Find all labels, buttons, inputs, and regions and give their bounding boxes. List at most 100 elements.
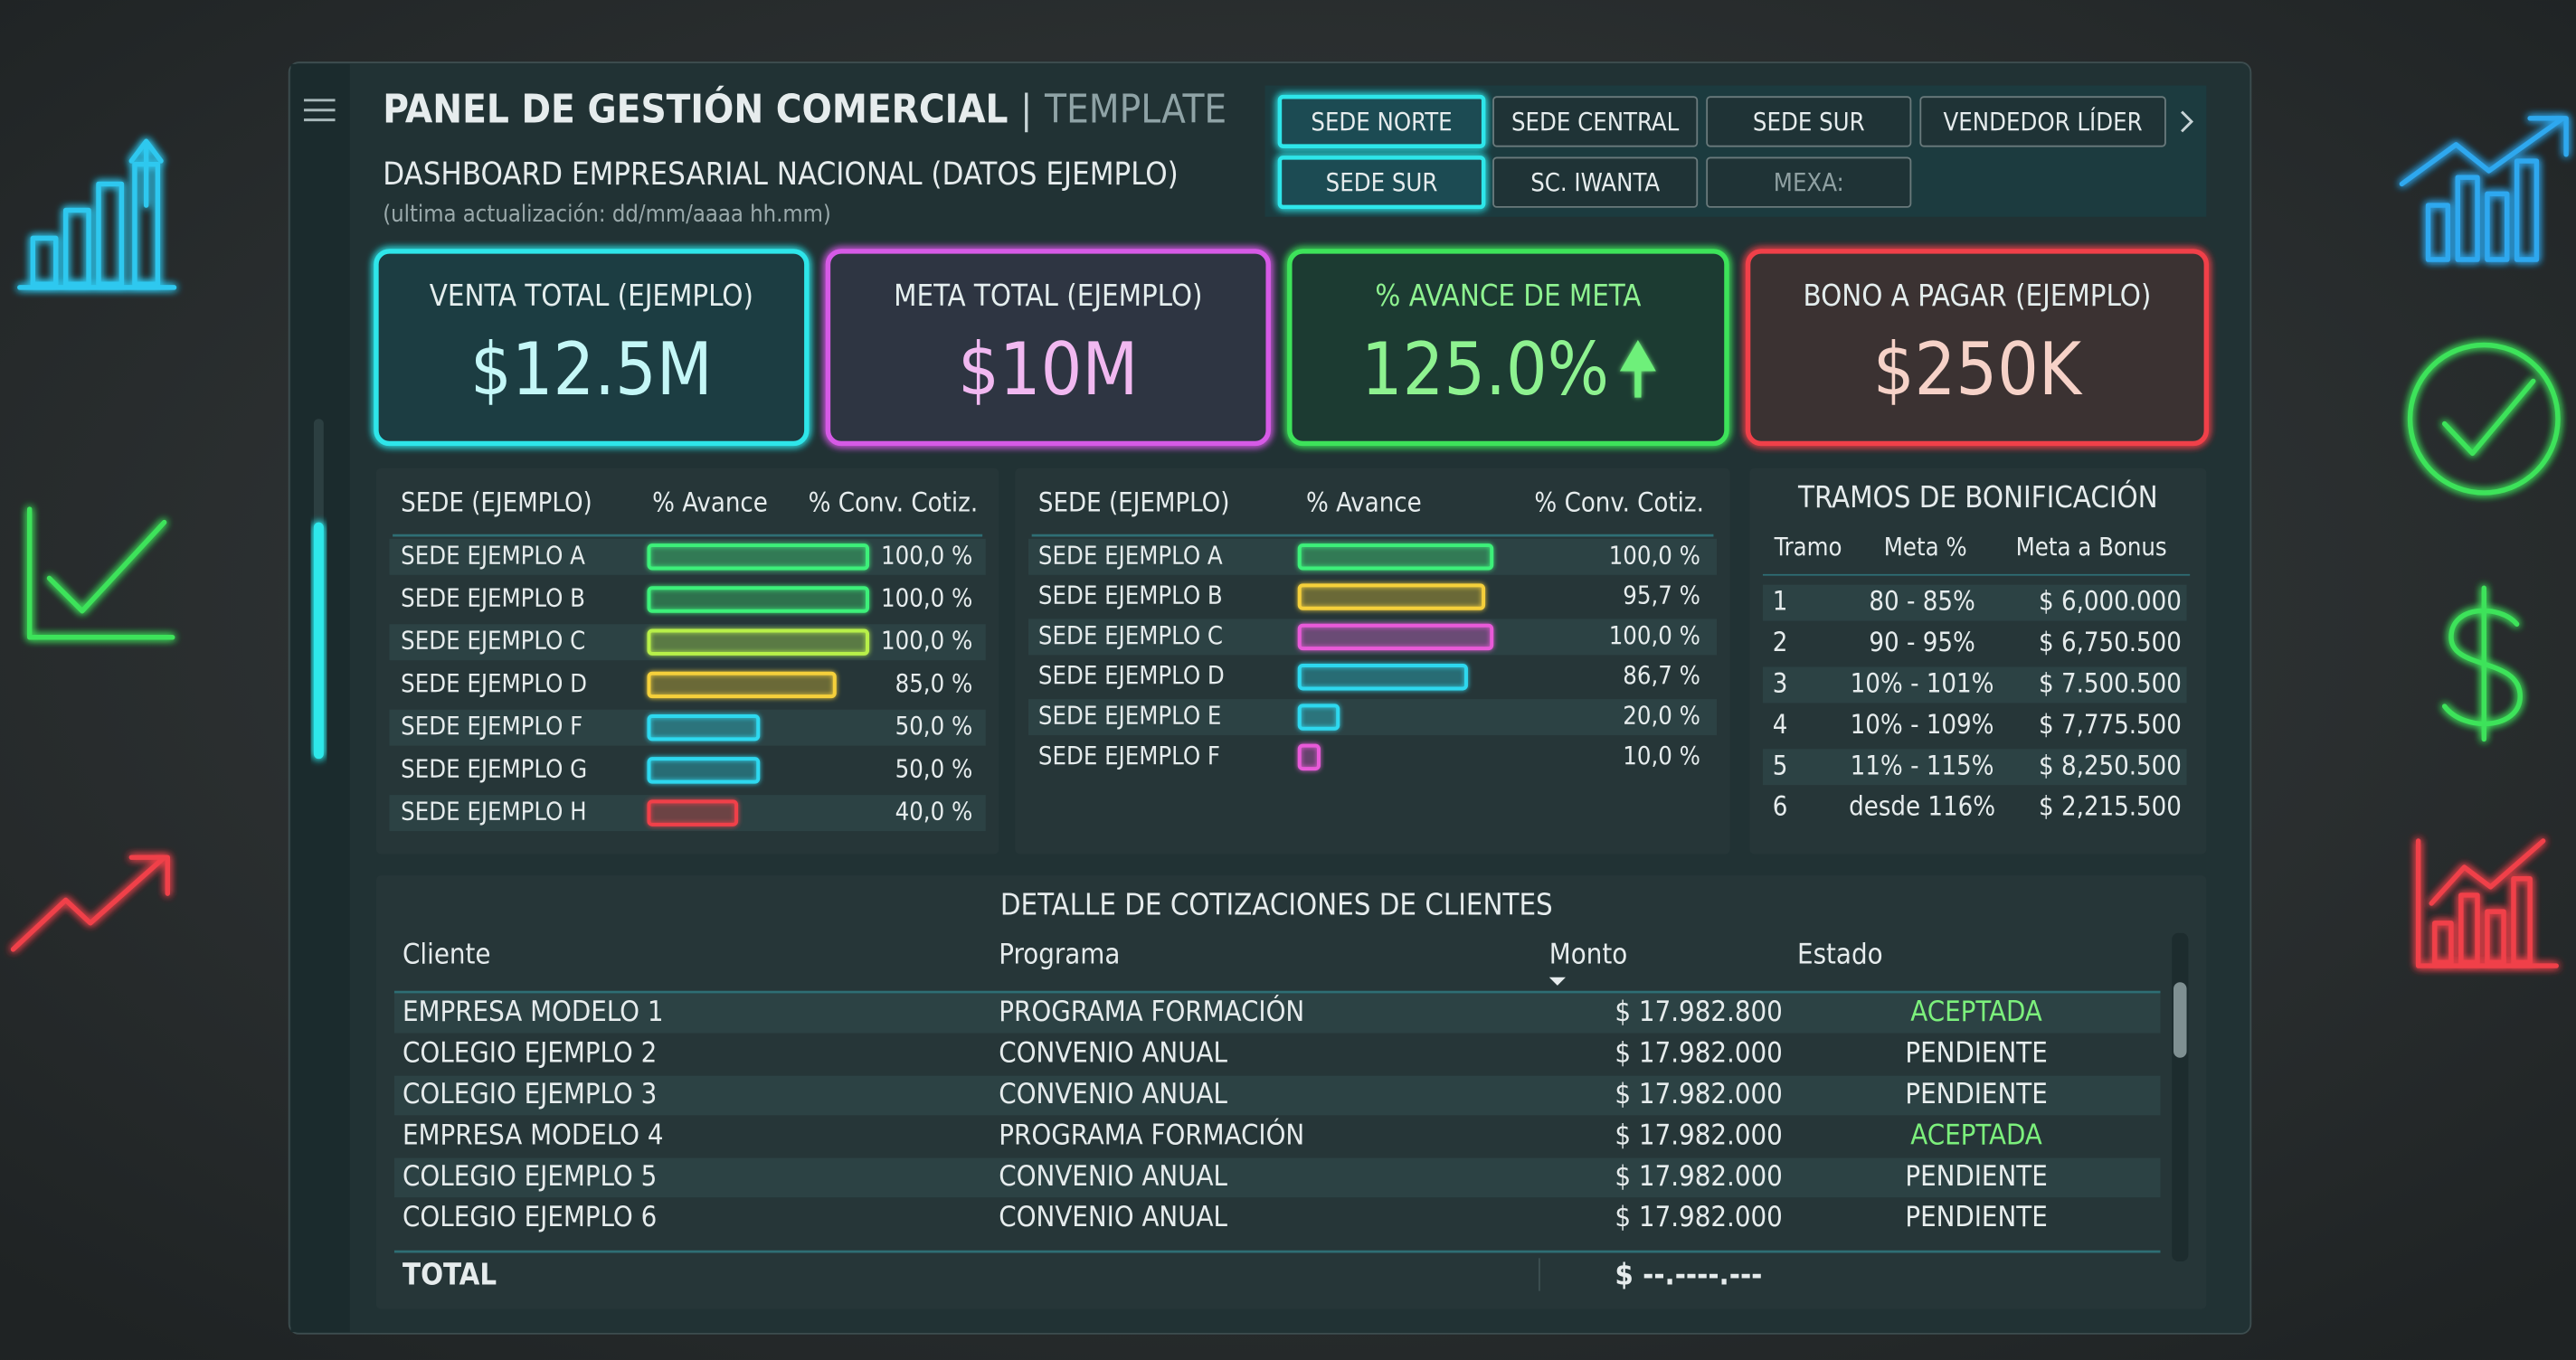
title-main: PANEL DE GESTIÓN COMERCIAL <box>383 85 1008 133</box>
filter-label: MEXA: <box>1774 169 1844 197</box>
column-header: Meta a Bonus <box>2016 534 2167 562</box>
estado: PENDIENTE <box>1905 1201 2047 1233</box>
kpi-value: $250K <box>1873 327 2083 411</box>
programa: CONVENIO ANUAL <box>999 1037 1227 1070</box>
monto: $ 17.982.000 <box>1615 1201 1782 1233</box>
monto: $ 17.982.000 <box>1615 1078 1782 1110</box>
column-header: % Avance <box>1306 487 1422 518</box>
header-updated: (ultima actualización: dd/mm/aaaa hh.mm) <box>383 200 831 227</box>
tramo-bonus: $ 8,250.500 <box>2039 750 2182 780</box>
sede-name: SEDE EJEMPLO A <box>1038 542 1223 570</box>
tramo-number: 4 <box>1773 709 1788 740</box>
kpi-value: $12.5M <box>470 327 713 411</box>
side-icons <box>10 116 2569 968</box>
tramo-number: 1 <box>1773 586 1788 617</box>
estado: PENDIENTE <box>1905 1078 2047 1110</box>
filter-label: SC. IWANTA <box>1530 169 1660 197</box>
progress-bar <box>1297 623 1494 651</box>
sede-value: 50,0 % <box>895 755 973 783</box>
kpi-card <box>825 249 1271 447</box>
kpi-label: BONO A PAGAR (EJEMPLO) <box>1804 279 2152 313</box>
cliente: COLEGIO EJEMPLO 3 <box>402 1078 657 1110</box>
row-stripe <box>393 1157 2161 1198</box>
menu-icon[interactable] <box>304 99 336 122</box>
tramo-number: 3 <box>1773 667 1788 698</box>
row-stripe <box>1762 789 2187 826</box>
programa: CONVENIO ANUAL <box>999 1078 1227 1110</box>
cotizaciones-title: DETALLE DE COTIZACIONES DE CLIENTES <box>1000 888 1553 922</box>
column-header: Cliente <box>402 939 490 971</box>
row-stripe <box>1028 699 1718 736</box>
filter-label: SEDE SUR <box>1326 169 1438 197</box>
progress-bar <box>1297 704 1340 731</box>
sede-name: SEDE EJEMPLO D <box>401 670 587 698</box>
kpi-card <box>1287 249 1729 447</box>
sede-value: 40,0 % <box>895 798 973 826</box>
estado: ACEPTADA <box>1910 1119 2041 1151</box>
column-header: SEDE (EJEMPLO) <box>1038 487 1230 518</box>
tramo-meta: 10% - 101% <box>1851 667 1994 698</box>
sort-indicator[interactable] <box>1548 977 1566 986</box>
column-header: % Avance <box>652 487 768 518</box>
row-stripe <box>1762 626 2187 663</box>
tramo-bonus: $ 2,215.500 <box>2039 791 2182 822</box>
row-stripe <box>1762 749 2187 786</box>
filter-label: SEDE NORTE <box>1311 109 1452 137</box>
filter-button[interactable] <box>1706 156 1912 208</box>
tramo-number: 6 <box>1773 791 1788 822</box>
row-stripe <box>393 1075 2161 1116</box>
icon-trend-chart <box>2399 116 2569 262</box>
row-stripe <box>393 993 2161 1034</box>
tramo-number: 2 <box>1773 627 1788 657</box>
icon-bar-chart <box>17 138 177 290</box>
cliente: COLEGIO EJEMPLO 5 <box>402 1160 657 1193</box>
filter-next-arrow[interactable] <box>2181 110 2194 133</box>
filter-button[interactable] <box>1492 156 1699 208</box>
kpi-up-arrow <box>1619 340 1656 398</box>
filter-button[interactable] <box>1919 96 2166 147</box>
icon-red-chart <box>2415 838 2559 968</box>
progress-bar <box>1297 743 1321 771</box>
progress-bar <box>1297 543 1494 571</box>
sede-value: 50,0 % <box>895 713 973 741</box>
filter-button[interactable] <box>1277 94 1486 148</box>
cliente: COLEGIO EJEMPLO 2 <box>402 1037 657 1070</box>
monto: $ 17.982.800 <box>1615 996 1782 1028</box>
title-template: TEMPLATE <box>1044 88 1226 133</box>
monto: $ 17.982.000 <box>1615 1119 1782 1151</box>
sede-value: 100,0 % <box>1609 542 1700 570</box>
row-stripe <box>1762 584 2187 621</box>
scrollbar-thumb[interactable] <box>2174 982 2187 1058</box>
row-stripe <box>393 1198 2161 1239</box>
header-title: PANEL DE GESTIÓN COMERCIAL | TEMPLATE <box>383 85 1226 133</box>
kpi-label: % AVANCE DE META <box>1375 279 1641 313</box>
row-stripe <box>1762 707 2187 744</box>
kpi-card <box>374 249 810 447</box>
sede-value: 10,0 % <box>1623 742 1700 770</box>
filter-label: VENDEDOR LÍDER <box>1944 108 2143 137</box>
column-header: Estado <box>1797 939 1883 971</box>
column-header: % Conv. Cotiz. <box>809 487 979 518</box>
tramo-meta: 11% - 115% <box>1851 750 1994 780</box>
filter-button[interactable] <box>1706 96 1912 147</box>
sede-name: SEDE EJEMPLO A <box>401 542 585 570</box>
sede-name: SEDE EJEMPLO B <box>401 584 585 612</box>
dynamic-content: SEDE NORTE SEDE CENTRAL SEDE SUR VENDEDOR L… <box>374 94 2210 1309</box>
column-header: Tramo <box>1774 534 1842 562</box>
sidebar-scroll-thumb[interactable] <box>313 522 324 760</box>
sede-value: 85,0 % <box>895 670 973 698</box>
filter-label: SEDE CENTRAL <box>1511 109 1680 137</box>
sede-value: 100,0 % <box>881 628 972 656</box>
sede-name: SEDE EJEMPLO D <box>1038 662 1225 690</box>
title-separator: | <box>1020 88 1032 133</box>
progress-bar <box>647 799 739 826</box>
sede-name: SEDE EJEMPLO E <box>1038 703 1221 731</box>
column-header: SEDE (EJEMPLO) <box>401 487 592 518</box>
progress-bar <box>647 586 870 613</box>
filter-button[interactable] <box>1277 156 1486 210</box>
filter-button[interactable] <box>1492 96 1699 147</box>
sede-name: SEDE EJEMPLO H <box>401 798 586 826</box>
column-header: Programa <box>999 939 1120 971</box>
sede-name: SEDE EJEMPLO C <box>1038 622 1223 650</box>
